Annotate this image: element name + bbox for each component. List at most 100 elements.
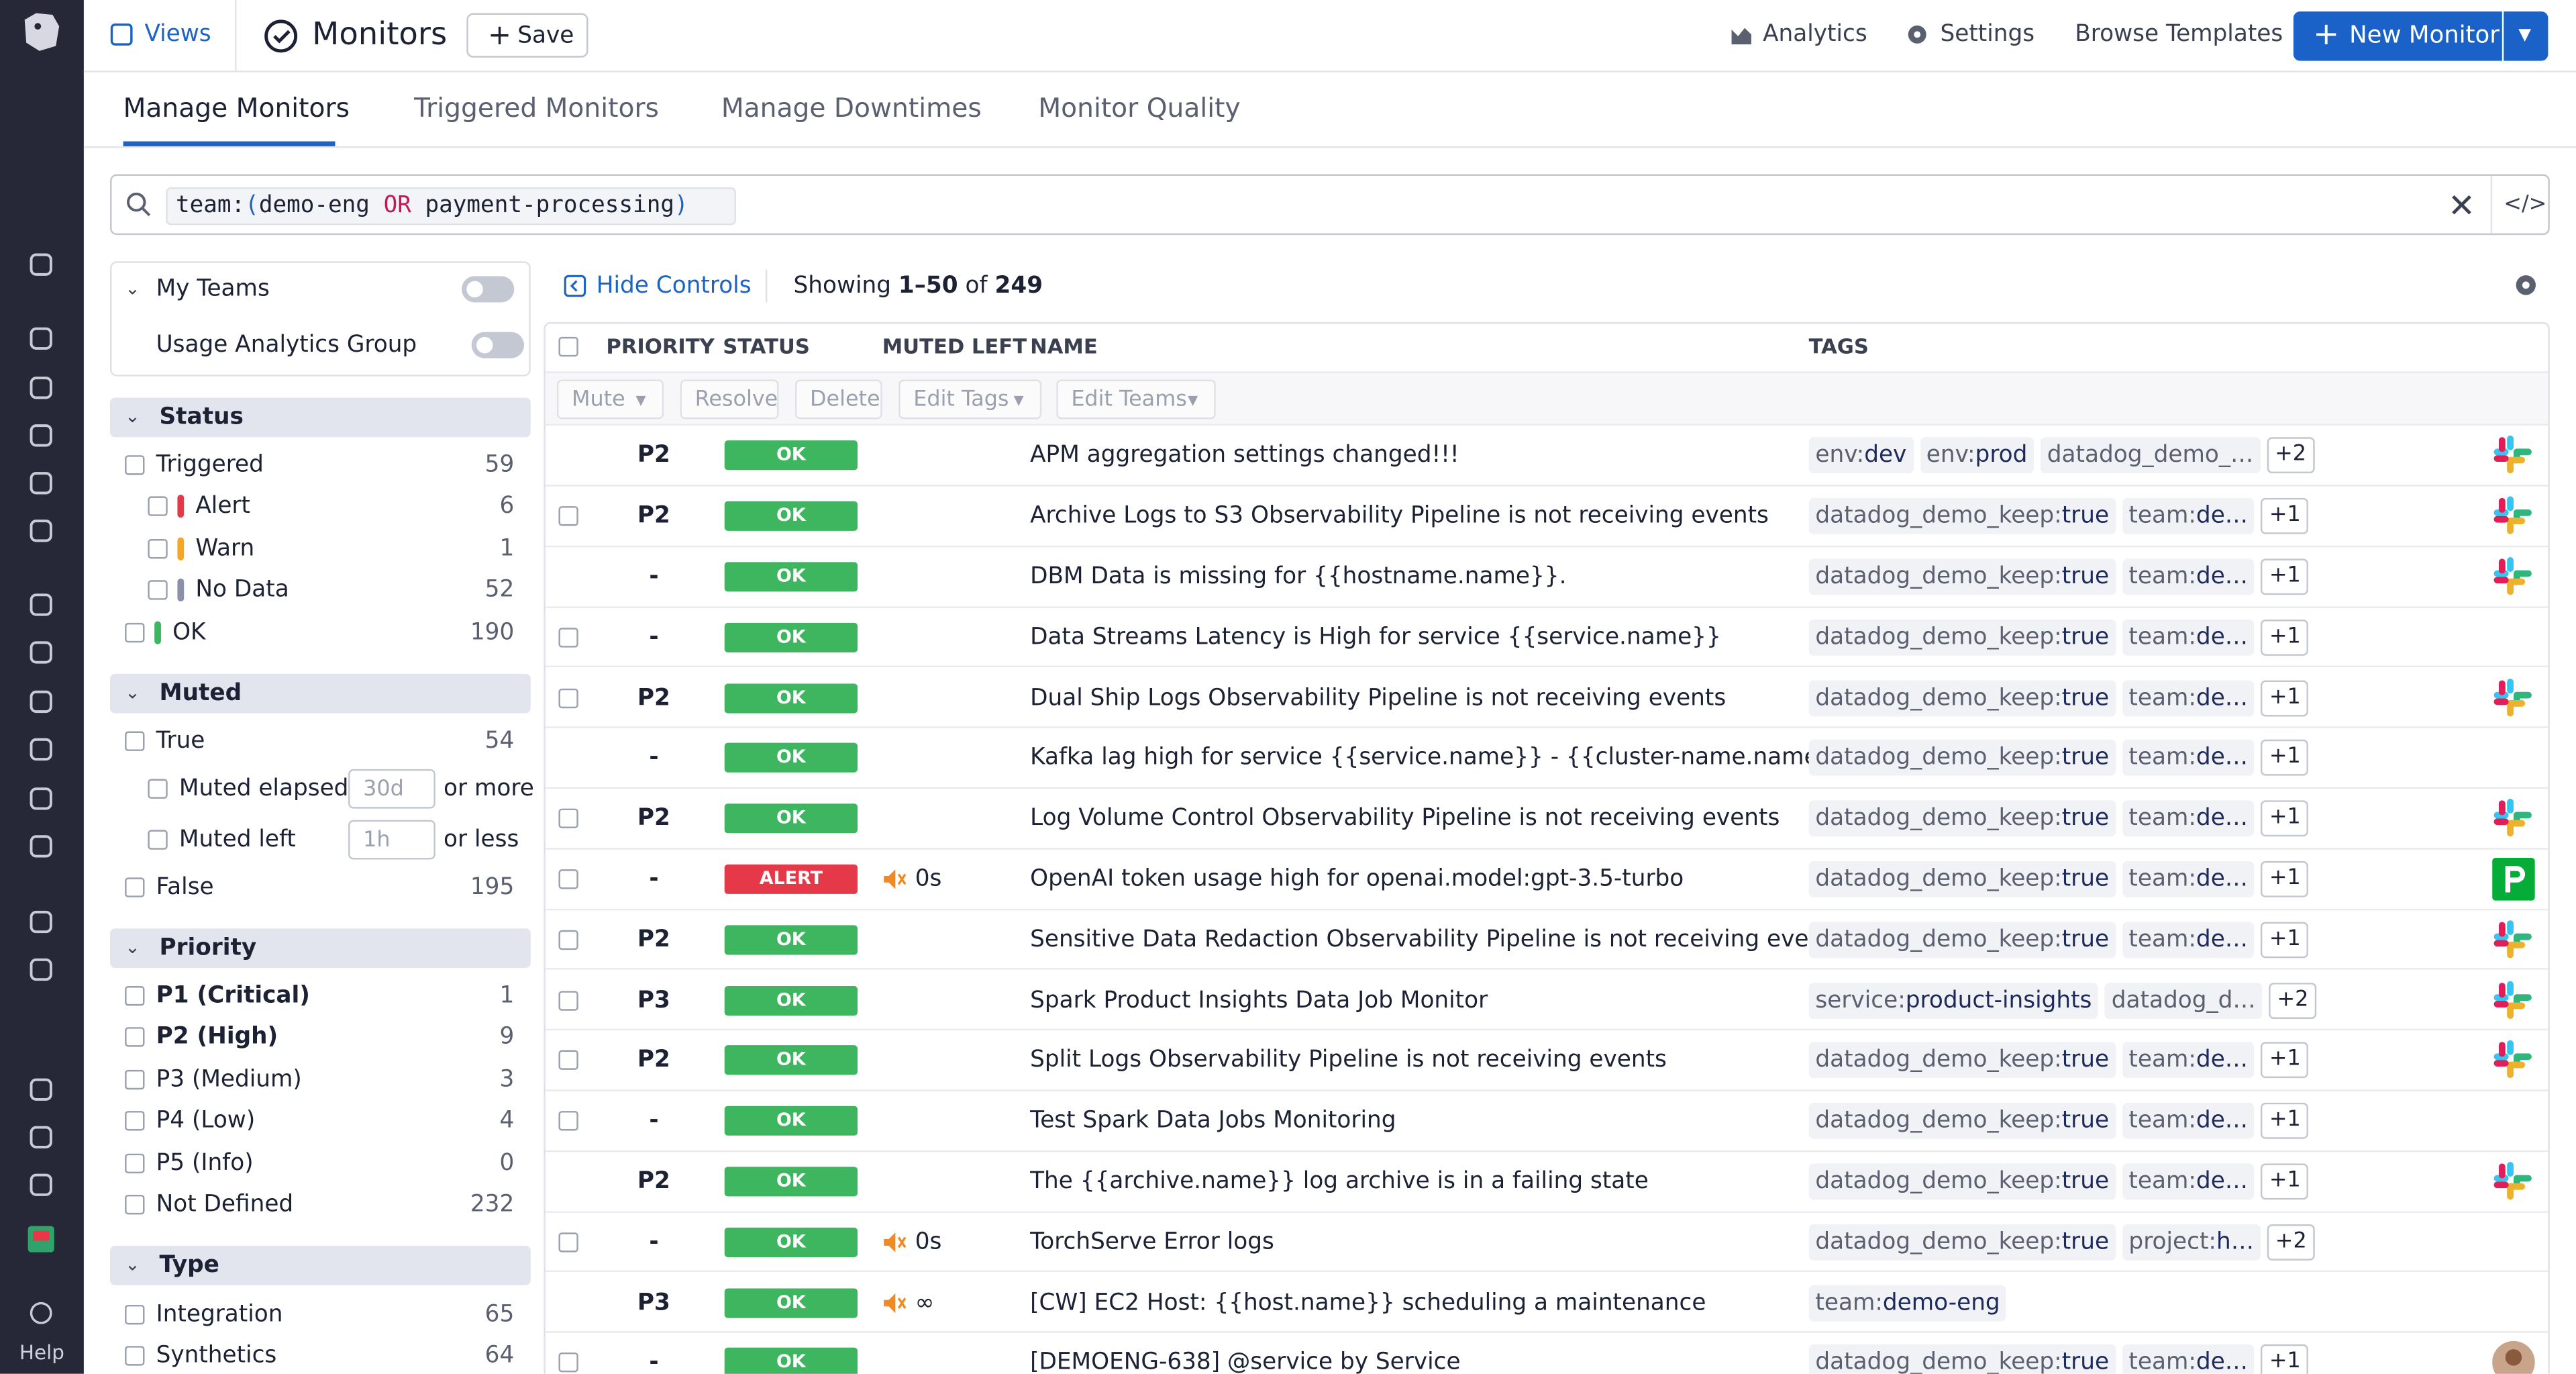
tag[interactable]: datadog_demo_keep:true [1808,679,2116,716]
tag[interactable]: team:de… [2122,1163,2255,1200]
nav-icon[interactable] [28,422,54,448]
checkbox[interactable] [558,687,578,708]
views-link[interactable]: Views [144,21,211,48]
query-pill[interactable]: team:(demo-eng OR payment-processing) [166,187,736,226]
logo[interactable] [16,7,65,56]
tag[interactable]: team:de… [2122,1103,2255,1140]
more-tags[interactable]: +1 [2261,1344,2310,1374]
help-label[interactable]: Help [19,1340,64,1365]
checkbox[interactable] [125,1111,145,1131]
facet-header[interactable] [110,397,531,438]
checkbox[interactable] [558,809,578,829]
tag[interactable]: project:h… [2122,1224,2261,1261]
monitor-name[interactable]: Sensitive Data Redaction Observability P… [1030,926,1845,953]
nav-icon[interactable] [28,736,54,763]
more-tags[interactable]: +1 [2261,1163,2310,1200]
nav-icon[interactable] [28,1077,54,1103]
checkbox[interactable] [148,830,168,850]
facet-header[interactable] [110,928,531,969]
monitor-name[interactable]: Log Volume Control Observability Pipelin… [1030,805,1780,832]
more-tags[interactable]: +1 [2261,1042,2310,1079]
bulk-action-label[interactable]: Delete [810,387,880,413]
tag[interactable]: datadog_demo_keep:true [1808,740,2116,777]
tag[interactable]: team:de… [2122,1042,2255,1079]
more-tags[interactable]: +1 [2261,498,2310,535]
more-tags[interactable]: +1 [2261,679,2310,716]
tag[interactable]: team:de… [2122,800,2255,837]
tag[interactable]: team:de… [2122,679,2255,716]
checkbox[interactable] [148,779,168,799]
browse-templates-link[interactable]: Browse Templates [2075,21,2283,48]
checkbox[interactable] [125,731,145,751]
nav-icon[interactable] [28,689,54,715]
tag[interactable]: datadog_demo_… [2040,438,2261,475]
bulk-action-button[interactable]: Mute ▼ [556,379,664,420]
more-tags[interactable]: +1 [2261,1103,2310,1140]
tag[interactable]: env:dev [1808,438,1914,475]
checkbox[interactable] [125,1304,145,1325]
nav-icon[interactable] [28,326,54,352]
table-settings-icon[interactable] [2514,273,2538,297]
monitor-row[interactable] [545,910,2548,971]
tag[interactable]: team:de… [2122,1344,2255,1374]
monitor-name[interactable]: OpenAI token usage high for openai.model… [1030,866,1684,893]
nav-user-icon[interactable] [26,1224,56,1254]
tag[interactable]: datadog_demo_keep:true [1808,922,2116,958]
checkbox[interactable] [125,455,145,475]
new-monitor-label[interactable]: New Monitor [2349,23,2500,50]
bulk-action-button[interactable]: Resolve [680,379,779,420]
monitor-row[interactable] [545,426,2548,487]
hide-controls-icon[interactable] [564,275,586,297]
checkbox[interactable] [125,877,145,897]
checkbox[interactable] [558,1111,578,1131]
monitor-row[interactable] [545,1091,2548,1152]
tab[interactable]: Triggered Monitors [413,92,659,124]
monitor-name[interactable]: Dual Ship Logs Observability Pipeline is… [1030,684,1727,711]
tag[interactable]: datadog_demo_keep:true [1808,800,2116,837]
tag[interactable]: datadog_demo_keep:true [1808,498,2116,535]
tab[interactable]: Manage Monitors [123,92,350,124]
monitor-name[interactable]: [DEMOENG-638] @service by Service [1030,1350,1461,1374]
monitor-row[interactable] [545,970,2548,1031]
monitor-name[interactable]: Kafka lag high for service {{service.nam… [1030,745,1936,772]
bulk-action-label[interactable]: Edit Teams [1071,387,1187,413]
tag[interactable]: datadog_demo_keep:true [1808,1042,2116,1079]
tab[interactable]: Monitor Quality [1038,92,1241,124]
settings-link[interactable]: Settings [1940,21,2035,48]
nav-icon[interactable] [28,1124,54,1150]
checkbox[interactable] [558,990,578,1010]
monitor-name[interactable]: Split Logs Observability Pipeline is not… [1030,1047,1667,1074]
tag[interactable]: team:de… [2122,861,2255,897]
code-toggle[interactable]: </> [2504,192,2547,217]
monitor-row[interactable] [545,789,2548,850]
more-tags[interactable]: +1 [2261,922,2310,958]
tag[interactable]: datadog_demo_keep:true [1808,1224,2116,1261]
facet-header[interactable] [110,1245,531,1285]
nav-icon[interactable] [28,375,54,401]
tag[interactable]: env:prod [1919,438,2034,475]
monitor-name[interactable]: Spark Product Insights Data Job Monitor [1030,987,1488,1014]
monitor-name[interactable]: DBM Data is missing for {{hostname.name}… [1030,563,1567,590]
clear-search[interactable]: ✕ [2448,185,2476,226]
monitor-name[interactable]: [CW] EC2 Host: {{host.name}} scheduling … [1030,1289,1706,1316]
checkbox[interactable] [125,1069,145,1090]
checkbox[interactable] [558,336,578,357]
monitor-row[interactable] [545,1030,2548,1091]
new-monitor-button[interactable]: + New Monitor [2293,11,2502,61]
monitor-name[interactable]: Test Spark Data Jobs Monitoring [1030,1108,1396,1134]
monitor-name[interactable]: The {{archive.name}} log archive is in a… [1030,1168,1649,1195]
tag[interactable]: datadog_demo_keep:true [1808,619,2116,656]
monitor-row[interactable] [545,1151,2548,1212]
tag[interactable]: team:de… [2122,619,2255,656]
checkbox[interactable] [558,1232,578,1253]
monitor-name[interactable]: Data Streams Latency is High for service… [1030,624,1721,651]
monitor-name[interactable]: Archive Logs to S3 Observability Pipelin… [1030,503,1769,530]
tag[interactable]: team:de… [2122,922,2255,958]
nav-icon[interactable] [28,252,54,278]
more-tags[interactable]: +1 [2261,740,2310,777]
monitor-row[interactable] [545,546,2548,607]
tag[interactable]: datadog_demo_keep:true [1808,861,2116,897]
tag[interactable]: datadog_d… [2104,982,2263,1018]
tag[interactable]: team:de… [2122,558,2255,595]
more-tags[interactable]: +1 [2261,619,2310,656]
